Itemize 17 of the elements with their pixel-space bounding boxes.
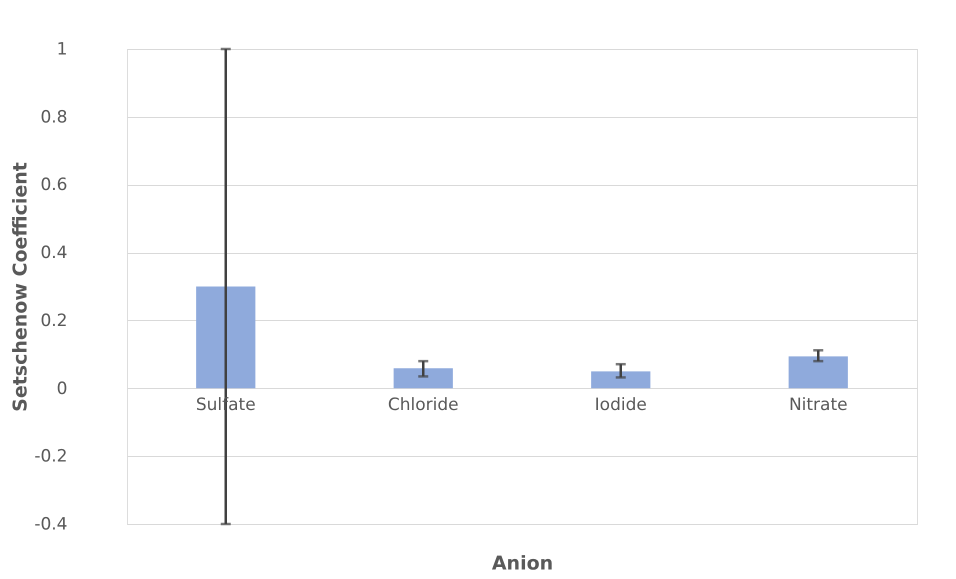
bar — [394, 368, 453, 388]
y-tick-label: 0.4 — [40, 243, 68, 264]
x-tick-label: Chloride — [388, 394, 459, 415]
y-axis-title: Setschenow Coefficient — [9, 162, 32, 412]
bar — [788, 356, 848, 388]
x-tick-label: Iodide — [594, 394, 647, 415]
y-tick-label: -0.2 — [34, 446, 68, 467]
y-tick-label: -0.4 — [34, 514, 68, 534]
y-tick-label: 1 — [56, 40, 68, 60]
y-tick-label: 0 — [56, 378, 68, 399]
y-tick-label: 0.8 — [40, 107, 68, 128]
bar — [591, 371, 650, 388]
x-tick-label: Nitrate — [788, 394, 848, 415]
y-tick-label: 0.2 — [40, 310, 68, 331]
y-tick-label: 0.6 — [40, 175, 68, 196]
bar — [196, 286, 256, 388]
x-axis-title: Anion — [492, 552, 554, 574]
